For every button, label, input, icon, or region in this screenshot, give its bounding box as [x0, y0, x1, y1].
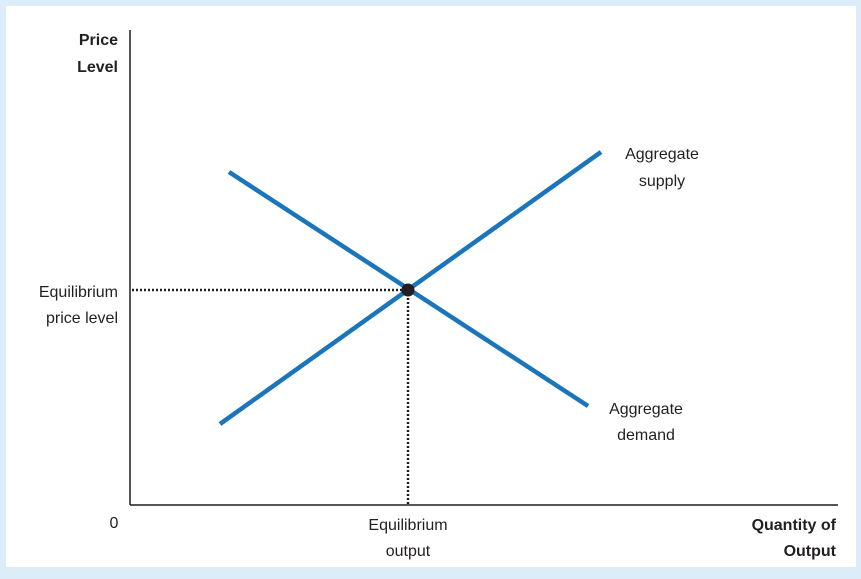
supply-label-line2: supply [639, 173, 685, 190]
equilibrium-price-label-line2: price level [46, 310, 118, 327]
left-margin-band [0, 0, 6, 574]
equilibrium-output-label-line2: output [386, 543, 431, 560]
x-axis-label-line1: Quantity of [752, 517, 837, 534]
demand-label-line2: demand [617, 427, 675, 444]
y-axis-label-line1: Price [79, 32, 118, 49]
equilibrium-point [401, 283, 415, 297]
demand-label-line1: Aggregate [609, 401, 683, 418]
origin-label: 0 [110, 515, 119, 532]
x-axis-label-line2: Output [784, 543, 837, 560]
supply-label-line1: Aggregate [625, 146, 699, 163]
y-axis-label-line2: Level [77, 59, 118, 76]
plot-area [6, 6, 856, 567]
equilibrium-output-label-line1: Equilibrium [368, 517, 447, 534]
equilibrium-price-label-line1: Equilibrium [39, 284, 118, 301]
